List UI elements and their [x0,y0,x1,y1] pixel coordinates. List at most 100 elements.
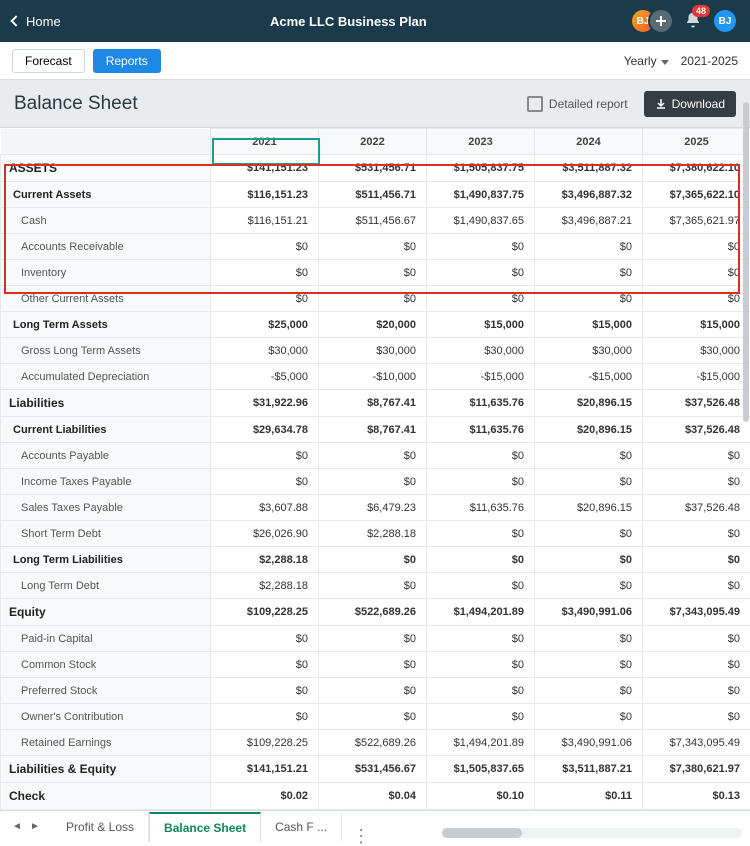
cell-value[interactable]: $531,456.71 [319,155,427,182]
cell-value[interactable]: -$15,000 [535,364,643,390]
cell-value[interactable]: $0 [211,626,319,652]
row-label[interactable]: Owner's Contribution [1,704,211,730]
cell-value[interactable]: $0 [319,678,427,704]
row-label[interactable]: Paid-in Capital [1,626,211,652]
cell-value[interactable]: $29,634.78 [211,417,319,443]
detailed-report-checkbox[interactable]: Detailed report [527,96,628,112]
cell-value[interactable]: $31,922.96 [211,390,319,417]
cell-value[interactable]: $511,456.71 [319,182,427,208]
cell-value[interactable]: $0 [535,286,643,312]
cell-value[interactable]: $109,228.25 [211,730,319,756]
cell-value[interactable]: $7,343,095.49 [643,599,750,626]
cell-value[interactable]: $1,494,201.89 [427,730,535,756]
row-label[interactable]: Equity [1,599,211,626]
cell-value[interactable]: $7,380,621.97 [643,756,750,783]
cell-value[interactable]: $0 [535,469,643,495]
cell-value[interactable]: $0 [535,678,643,704]
cell-value[interactable]: $0 [319,652,427,678]
cell-value[interactable]: -$10,000 [319,364,427,390]
cell-value[interactable]: $0 [211,652,319,678]
cell-value[interactable]: $1,505,837.75 [427,155,535,182]
row-label[interactable]: Current Assets [1,182,211,208]
cell-value[interactable]: $0 [319,547,427,573]
forecast-button[interactable]: Forecast [12,49,85,73]
cell-value[interactable]: $3,490,991.06 [535,599,643,626]
cell-value[interactable]: $37,526.48 [643,417,750,443]
tab-more[interactable]: ⋮ [342,831,380,841]
cell-value[interactable]: $0 [427,234,535,260]
column-header[interactable]: 2024 [535,129,643,155]
cell-value[interactable]: $0 [643,652,750,678]
cell-value[interactable]: $0 [643,547,750,573]
row-label[interactable]: Short Term Debt [1,521,211,547]
cell-value[interactable]: $3,496,887.21 [535,208,643,234]
row-label[interactable]: Retained Earnings [1,730,211,756]
cell-value[interactable]: $20,896.15 [535,390,643,417]
column-header[interactable]: 2022 [319,129,427,155]
row-label[interactable]: Accounts Payable [1,443,211,469]
cell-value[interactable]: $0 [427,626,535,652]
cell-value[interactable]: $0 [427,678,535,704]
row-label[interactable]: Gross Long Term Assets [1,338,211,364]
cell-value[interactable]: $20,896.15 [535,417,643,443]
cell-value[interactable]: $0.10 [427,783,535,810]
row-label[interactable]: Preferred Stock [1,678,211,704]
cell-value[interactable]: $3,511,887.32 [535,155,643,182]
cell-value[interactable]: $0.13 [643,783,750,810]
cell-value[interactable]: $0 [319,626,427,652]
cell-value[interactable]: $0.02 [211,783,319,810]
cell-value[interactable]: $0 [535,443,643,469]
cell-value[interactable]: $0 [319,469,427,495]
cell-value[interactable]: $0 [319,286,427,312]
cell-value[interactable]: $0 [643,443,750,469]
cell-value[interactable]: $2,288.18 [319,521,427,547]
cell-value[interactable]: $3,511,887.21 [535,756,643,783]
row-label[interactable]: Cash [1,208,211,234]
cell-value[interactable]: $30,000 [643,338,750,364]
home-link[interactable]: Home [12,14,61,29]
cell-value[interactable]: $6,479.23 [319,495,427,521]
cell-value[interactable]: $0 [427,547,535,573]
cell-value[interactable]: $511,456.67 [319,208,427,234]
horizontal-scroll-thumb[interactable] [442,828,522,838]
cell-value[interactable]: $0 [319,260,427,286]
cell-value[interactable]: $0 [427,704,535,730]
cell-value[interactable]: $0 [211,234,319,260]
cell-value[interactable]: $0 [211,678,319,704]
column-header[interactable]: 2023 [427,129,535,155]
date-range[interactable]: 2021-2025 [681,54,738,68]
cell-value[interactable]: $0 [427,260,535,286]
cell-value[interactable]: $109,228.25 [211,599,319,626]
cell-value[interactable]: $0 [427,286,535,312]
cell-value[interactable]: $2,288.18 [211,573,319,599]
cell-value[interactable]: $3,490,991.06 [535,730,643,756]
cell-value[interactable]: $0 [643,626,750,652]
cell-value[interactable]: -$5,000 [211,364,319,390]
cell-value[interactable]: $0 [535,704,643,730]
collaborator-avatars[interactable]: BJ [636,8,674,34]
row-label[interactable]: Accumulated Depreciation [1,364,211,390]
row-label[interactable]: Long Term Assets [1,312,211,338]
cell-value[interactable]: $0.04 [319,783,427,810]
cell-value[interactable]: $7,380,622.10 [643,155,750,182]
cell-value[interactable]: $0 [643,469,750,495]
cell-value[interactable]: $0 [535,573,643,599]
cell-value[interactable]: $0 [643,521,750,547]
horizontal-scrollbar[interactable] [442,828,742,838]
cell-value[interactable]: $20,896.15 [535,495,643,521]
cell-value[interactable]: $0 [643,704,750,730]
cell-value[interactable]: $0 [427,521,535,547]
cell-value[interactable]: $3,496,887.32 [535,182,643,208]
cell-value[interactable]: $0 [535,521,643,547]
cell-value[interactable]: $8,767.41 [319,417,427,443]
cell-value[interactable]: $0 [643,286,750,312]
cell-value[interactable]: -$15,000 [643,364,750,390]
row-label[interactable]: Inventory [1,260,211,286]
cell-value[interactable]: $37,526.48 [643,390,750,417]
vertical-scrollbar[interactable] [742,42,750,807]
column-header[interactable]: 2025 [643,129,750,155]
cell-value[interactable]: $30,000 [427,338,535,364]
row-label[interactable]: Current Liabilities [1,417,211,443]
cell-value[interactable]: $3,607.88 [211,495,319,521]
cell-value[interactable]: $0.11 [535,783,643,810]
